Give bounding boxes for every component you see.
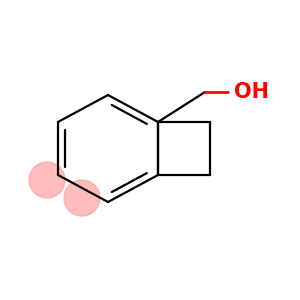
Circle shape [29, 162, 65, 198]
Text: OH: OH [234, 82, 269, 102]
Circle shape [64, 180, 100, 216]
